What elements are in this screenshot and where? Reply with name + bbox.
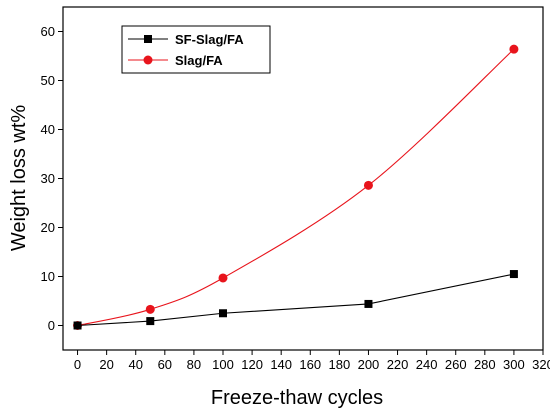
data-point-sf-slag-fa (364, 299, 373, 308)
legend-box (121, 25, 271, 74)
legend: SF-Slag/FA Slag/FA (121, 25, 271, 74)
data-point-slag-fa (145, 304, 155, 314)
legend-marker-sf-slag-fa (144, 35, 152, 43)
data-point-sf-slag-fa (509, 270, 518, 279)
y-tick-label: 40 (41, 122, 55, 137)
legend-label-slag-fa: Slag/FA (175, 53, 223, 68)
data-point-slag-fa (363, 180, 373, 190)
data-point-sf-slag-fa (73, 321, 82, 330)
x-tick-label: 300 (503, 357, 525, 372)
data-point-slag-fa (509, 44, 519, 54)
y-tick-label: 0 (48, 318, 55, 333)
x-tick-label: 100 (212, 357, 234, 372)
y-tick-label: 30 (41, 171, 55, 186)
y-tick-label: 60 (41, 24, 55, 39)
y-tick-label: 50 (41, 73, 55, 88)
x-tick-label: 20 (99, 357, 113, 372)
series-line-sf-slag-fa (77, 273, 515, 327)
series-line-slag-fa (77, 48, 515, 327)
legend-label-sf-slag-fa: SF-Slag/FA (175, 32, 244, 47)
x-tick-label: 220 (387, 357, 409, 372)
data-point-sf-slag-fa (219, 309, 227, 318)
x-tick-label: 0 (74, 357, 81, 372)
x-tick-label: 60 (158, 357, 172, 372)
y-tick-label: 10 (41, 269, 55, 284)
y-axis-title: Weight loss wt% (8, 105, 30, 252)
x-axis-ticks: 0 20 40 60 80 100 120 140 160 180 200 220 240 260 280 3… (74, 350, 550, 372)
x-tick-label: 120 (241, 357, 263, 372)
x-tick-label: 40 (128, 357, 142, 372)
x-tick-label: 280 (474, 357, 496, 372)
x-tick-label: 80 (187, 357, 201, 372)
legend-marker-slag-fa (143, 55, 153, 65)
x-tick-label: 140 (270, 357, 292, 372)
data-point-sf-slag-fa (146, 317, 155, 326)
x-tick-label: 200 (358, 357, 380, 372)
data-point-slag-fa (218, 273, 228, 283)
x-tick-label: 240 (416, 357, 438, 372)
y-axis-ticks: 0 10 20 30 40 50 60 (41, 24, 63, 333)
x-axis-title: Freeze-thaw cycles (211, 387, 383, 409)
x-tick-label: 320 (532, 357, 550, 372)
x-tick-label: 160 (299, 357, 321, 372)
x-tick-label: 260 (445, 357, 467, 372)
series-layer (73, 44, 519, 330)
y-tick-label: 20 (41, 220, 55, 235)
x-tick-label: 180 (329, 357, 351, 372)
